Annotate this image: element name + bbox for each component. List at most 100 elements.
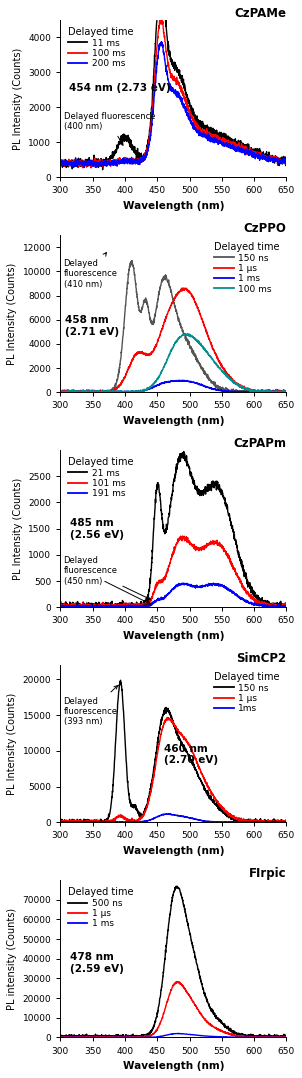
Text: 485 nm
(2.56 eV): 485 nm (2.56 eV)	[70, 517, 124, 539]
101 ms	[114, 600, 117, 613]
191 ms	[281, 599, 285, 612]
1 ms	[242, 1031, 246, 1044]
1 μs	[242, 814, 246, 827]
500 ns	[178, 882, 181, 895]
21 ms	[281, 606, 285, 619]
1ms	[113, 815, 117, 828]
500 ns	[281, 1031, 285, 1044]
21 ms	[242, 564, 246, 577]
11 ms	[178, 66, 181, 79]
500 ns	[114, 1031, 117, 1044]
1 ms	[113, 385, 117, 398]
21 ms	[59, 597, 62, 610]
11 ms	[137, 149, 140, 162]
Line: 150 ns: 150 ns	[60, 261, 286, 395]
11 ms	[59, 156, 62, 169]
Line: 1 μs: 1 μs	[60, 982, 286, 1038]
Legend: 150 ns, 1 μs, 1ms: 150 ns, 1 μs, 1ms	[211, 669, 282, 716]
101 ms	[284, 599, 288, 612]
Text: 460 nm
(2.70 eV): 460 nm (2.70 eV)	[164, 744, 218, 765]
1 ms	[281, 1031, 285, 1044]
1 μs	[114, 1031, 117, 1044]
1 ms	[281, 385, 285, 398]
200 ms	[59, 156, 62, 169]
150 ns	[242, 815, 246, 828]
101 ms	[95, 603, 99, 616]
200 ms	[178, 89, 181, 102]
Y-axis label: PL Intensity (Counts): PL Intensity (Counts)	[13, 478, 23, 580]
11 ms	[281, 153, 285, 166]
100 ms	[163, 358, 166, 371]
150 ns	[113, 744, 117, 757]
101 ms	[242, 581, 246, 594]
21 ms	[284, 599, 288, 612]
1 μs	[178, 727, 181, 740]
200 ms	[114, 154, 117, 167]
1 ms	[284, 385, 288, 398]
21 ms	[177, 456, 181, 469]
1 μs	[163, 716, 167, 729]
1 μs	[242, 382, 246, 395]
150 ns	[281, 815, 285, 828]
X-axis label: Wavelength (nm): Wavelength (nm)	[123, 846, 224, 856]
150 ns	[59, 388, 63, 401]
191 ms	[113, 599, 117, 612]
Text: Delayed
fluorescence
(410 nm): Delayed fluorescence (410 nm)	[63, 252, 117, 289]
1 ms	[177, 1027, 181, 1040]
191 ms	[212, 577, 215, 590]
1 μs	[176, 976, 180, 989]
11 ms	[163, 9, 167, 22]
Line: 1 ms: 1 ms	[60, 381, 286, 392]
1 μs	[284, 385, 288, 398]
191 ms	[163, 590, 166, 603]
21 ms	[281, 599, 285, 612]
Legend: 500 ns, 1 μs, 1 ms: 500 ns, 1 μs, 1 ms	[65, 885, 136, 931]
1ms	[272, 816, 275, 829]
200 ms	[163, 55, 167, 68]
1ms	[163, 807, 166, 820]
150 ns	[163, 705, 167, 718]
Line: 500 ns: 500 ns	[60, 886, 286, 1039]
1ms	[242, 815, 246, 828]
1 ms	[59, 385, 62, 398]
1ms	[168, 807, 171, 820]
1 μs	[242, 1031, 246, 1044]
191 ms	[242, 593, 246, 606]
Line: 11 ms: 11 ms	[60, 0, 286, 169]
100 ms	[284, 155, 288, 168]
11 ms	[284, 156, 288, 169]
11 ms	[242, 143, 246, 156]
1 ms	[278, 1031, 281, 1044]
Text: CzPAMe: CzPAMe	[234, 6, 286, 20]
150 ns	[284, 816, 288, 829]
150 ns	[137, 301, 140, 314]
150 ns	[246, 819, 250, 832]
21 ms	[137, 597, 140, 610]
200 ms	[82, 161, 86, 174]
100 ms	[178, 79, 181, 92]
11 ms	[114, 147, 117, 160]
1 μs	[114, 813, 117, 826]
1 μs	[177, 286, 181, 299]
Y-axis label: PL Intensity (Counts): PL Intensity (Counts)	[13, 47, 23, 150]
1 μs	[284, 816, 288, 829]
1ms	[59, 815, 62, 828]
100 ms	[184, 328, 188, 341]
100 ms	[114, 155, 117, 168]
1 μs	[137, 346, 140, 359]
200 ms	[281, 154, 285, 167]
100 ms	[89, 162, 93, 175]
1ms	[177, 810, 181, 823]
150 ns	[178, 315, 181, 328]
1 μs	[84, 817, 88, 830]
1 μs	[59, 815, 62, 828]
150 ns	[163, 272, 167, 285]
500 ns	[242, 1028, 246, 1041]
1 μs	[182, 281, 186, 294]
Line: 100 ms: 100 ms	[60, 334, 286, 393]
Line: 150 ns: 150 ns	[60, 680, 286, 826]
1 ms	[252, 386, 256, 399]
X-axis label: Wavelength (nm): Wavelength (nm)	[123, 416, 224, 426]
1 μs	[284, 1032, 288, 1045]
200 ms	[137, 154, 140, 167]
